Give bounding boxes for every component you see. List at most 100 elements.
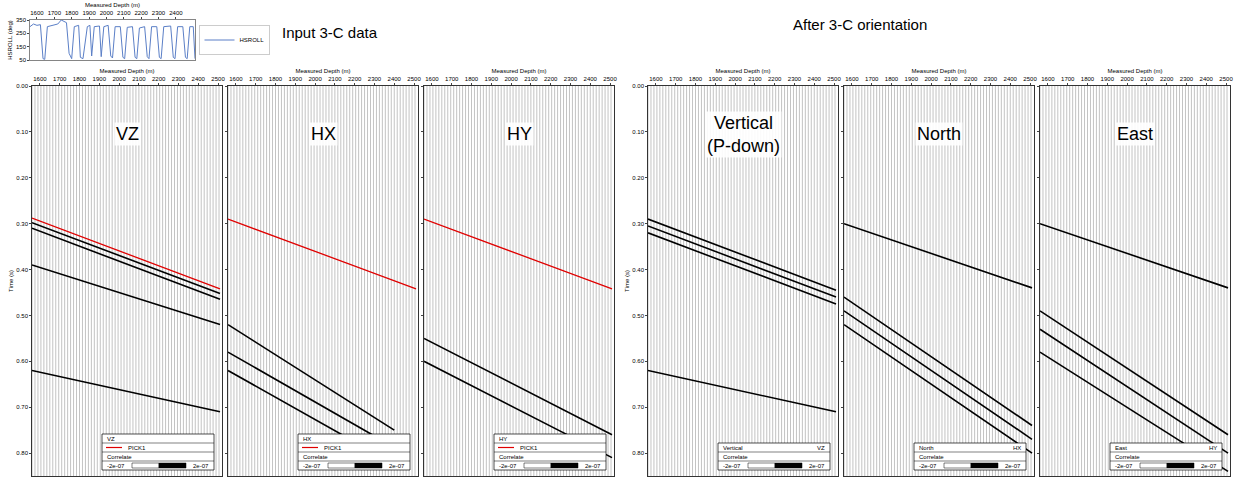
svg-text:-2e-07: -2e-07	[1115, 463, 1133, 469]
svg-text:Time (s): Time (s)	[624, 270, 630, 292]
svg-text:1800: 1800	[1081, 76, 1095, 82]
svg-text:2000: 2000	[1120, 76, 1134, 82]
svg-text:2300: 2300	[1180, 76, 1194, 82]
svg-text:Correlate: Correlate	[1115, 454, 1140, 460]
svg-text:0.50: 0.50	[16, 313, 28, 319]
svg-text:Correlate: Correlate	[303, 454, 328, 460]
svg-text:2200: 2200	[1160, 76, 1174, 82]
svg-text:-2e-07: -2e-07	[107, 463, 125, 469]
svg-text:1800: 1800	[885, 76, 899, 82]
svg-text:Input 3-C data: Input 3-C data	[282, 24, 378, 41]
svg-text:2100: 2100	[944, 76, 958, 82]
svg-text:2300: 2300	[368, 76, 382, 82]
svg-text:-2e-07: -2e-07	[303, 463, 321, 469]
svg-text:2500: 2500	[1219, 76, 1233, 82]
svg-text:0.10: 0.10	[16, 129, 28, 135]
svg-text:2400: 2400	[1200, 76, 1214, 82]
svg-text:2200: 2200	[348, 76, 362, 82]
svg-text:2400: 2400	[584, 76, 598, 82]
svg-text:HX: HX	[311, 124, 336, 144]
svg-text:Measured Depth (m): Measured Depth (m)	[295, 68, 350, 74]
svg-text:1800: 1800	[465, 76, 479, 82]
svg-text:0.60: 0.60	[16, 358, 28, 364]
svg-text:1900: 1900	[289, 76, 303, 82]
svg-text:Correlate: Correlate	[107, 454, 132, 460]
svg-text:150: 150	[16, 44, 27, 50]
svg-text:2200: 2200	[768, 76, 782, 82]
svg-text:PICK1: PICK1	[520, 445, 538, 451]
svg-text:1800: 1800	[269, 76, 283, 82]
svg-text:2400: 2400	[169, 10, 183, 16]
svg-text:HY: HY	[499, 436, 507, 442]
svg-text:2e-07: 2e-07	[1005, 463, 1021, 469]
svg-text:1800: 1800	[73, 76, 87, 82]
svg-text:1700: 1700	[48, 10, 62, 16]
svg-text:Measured Depth (m): Measured Depth (m)	[99, 68, 154, 74]
svg-text:1600: 1600	[229, 76, 243, 82]
svg-text:Vertical(P-down): Vertical(P-down)	[707, 113, 780, 156]
svg-text:1700: 1700	[669, 76, 683, 82]
svg-text:2300: 2300	[152, 10, 166, 16]
svg-text:-2e-07: -2e-07	[499, 463, 517, 469]
svg-text:HX: HX	[1013, 445, 1021, 451]
svg-text:2300: 2300	[984, 76, 998, 82]
svg-text:Measured Depth (m): Measured Depth (m)	[85, 2, 140, 8]
svg-text:2300: 2300	[564, 76, 578, 82]
svg-text:0.10: 0.10	[632, 129, 644, 135]
svg-text:2400: 2400	[388, 76, 402, 82]
svg-text:1900: 1900	[709, 76, 723, 82]
svg-text:1600: 1600	[30, 10, 44, 16]
svg-text:Measured Depth (m): Measured Depth (m)	[911, 68, 966, 74]
svg-text:2e-07: 2e-07	[809, 463, 825, 469]
svg-text:2500: 2500	[827, 76, 841, 82]
svg-text:1900: 1900	[82, 10, 96, 16]
svg-text:0.30: 0.30	[632, 221, 644, 227]
svg-text:After 3-C orientation: After 3-C orientation	[793, 16, 927, 33]
svg-text:2200: 2200	[544, 76, 558, 82]
svg-text:1900: 1900	[93, 76, 107, 82]
svg-text:2300: 2300	[788, 76, 802, 82]
svg-text:1900: 1900	[485, 76, 499, 82]
svg-text:North: North	[917, 124, 961, 144]
svg-text:2500: 2500	[1023, 76, 1037, 82]
svg-text:1600: 1600	[33, 76, 47, 82]
svg-text:1600: 1600	[845, 76, 859, 82]
svg-text:250: 250	[16, 30, 27, 36]
svg-text:2500: 2500	[603, 76, 617, 82]
svg-text:VZ: VZ	[116, 124, 139, 144]
svg-text:2100: 2100	[524, 76, 538, 82]
svg-text:Vertical: Vertical	[723, 445, 743, 451]
svg-text:2e-07: 2e-07	[585, 463, 601, 469]
svg-text:1600: 1600	[425, 76, 439, 82]
svg-text:-2e-07: -2e-07	[919, 463, 937, 469]
svg-text:HSROLL: HSROLL	[240, 37, 265, 43]
svg-text:2100: 2100	[132, 76, 146, 82]
svg-text:1600: 1600	[649, 76, 663, 82]
svg-text:2100: 2100	[328, 76, 342, 82]
svg-text:2200: 2200	[152, 76, 166, 82]
svg-text:2400: 2400	[192, 76, 206, 82]
svg-text:1600: 1600	[1041, 76, 1055, 82]
svg-text:2000: 2000	[308, 76, 322, 82]
svg-text:2000: 2000	[504, 76, 518, 82]
svg-text:0.40: 0.40	[16, 267, 28, 273]
svg-text:2500: 2500	[407, 76, 421, 82]
svg-text:0.20: 0.20	[632, 175, 644, 181]
svg-text:1800: 1800	[65, 10, 79, 16]
svg-text:2000: 2000	[924, 76, 938, 82]
svg-text:0.80: 0.80	[16, 450, 28, 456]
svg-text:2200: 2200	[964, 76, 978, 82]
svg-text:PICK1: PICK1	[128, 445, 146, 451]
svg-text:0.60: 0.60	[632, 358, 644, 364]
svg-text:0.80: 0.80	[632, 450, 644, 456]
svg-text:0.00: 0.00	[632, 83, 644, 89]
svg-text:2e-07: 2e-07	[193, 463, 209, 469]
svg-text:Correlate: Correlate	[723, 454, 748, 460]
svg-text:VZ: VZ	[817, 445, 825, 451]
svg-text:2100: 2100	[748, 76, 762, 82]
svg-text:HX: HX	[303, 436, 311, 442]
svg-text:50: 50	[19, 57, 26, 63]
svg-text:2200: 2200	[134, 10, 148, 16]
svg-text:2400: 2400	[808, 76, 822, 82]
svg-text:2e-07: 2e-07	[1201, 463, 1217, 469]
